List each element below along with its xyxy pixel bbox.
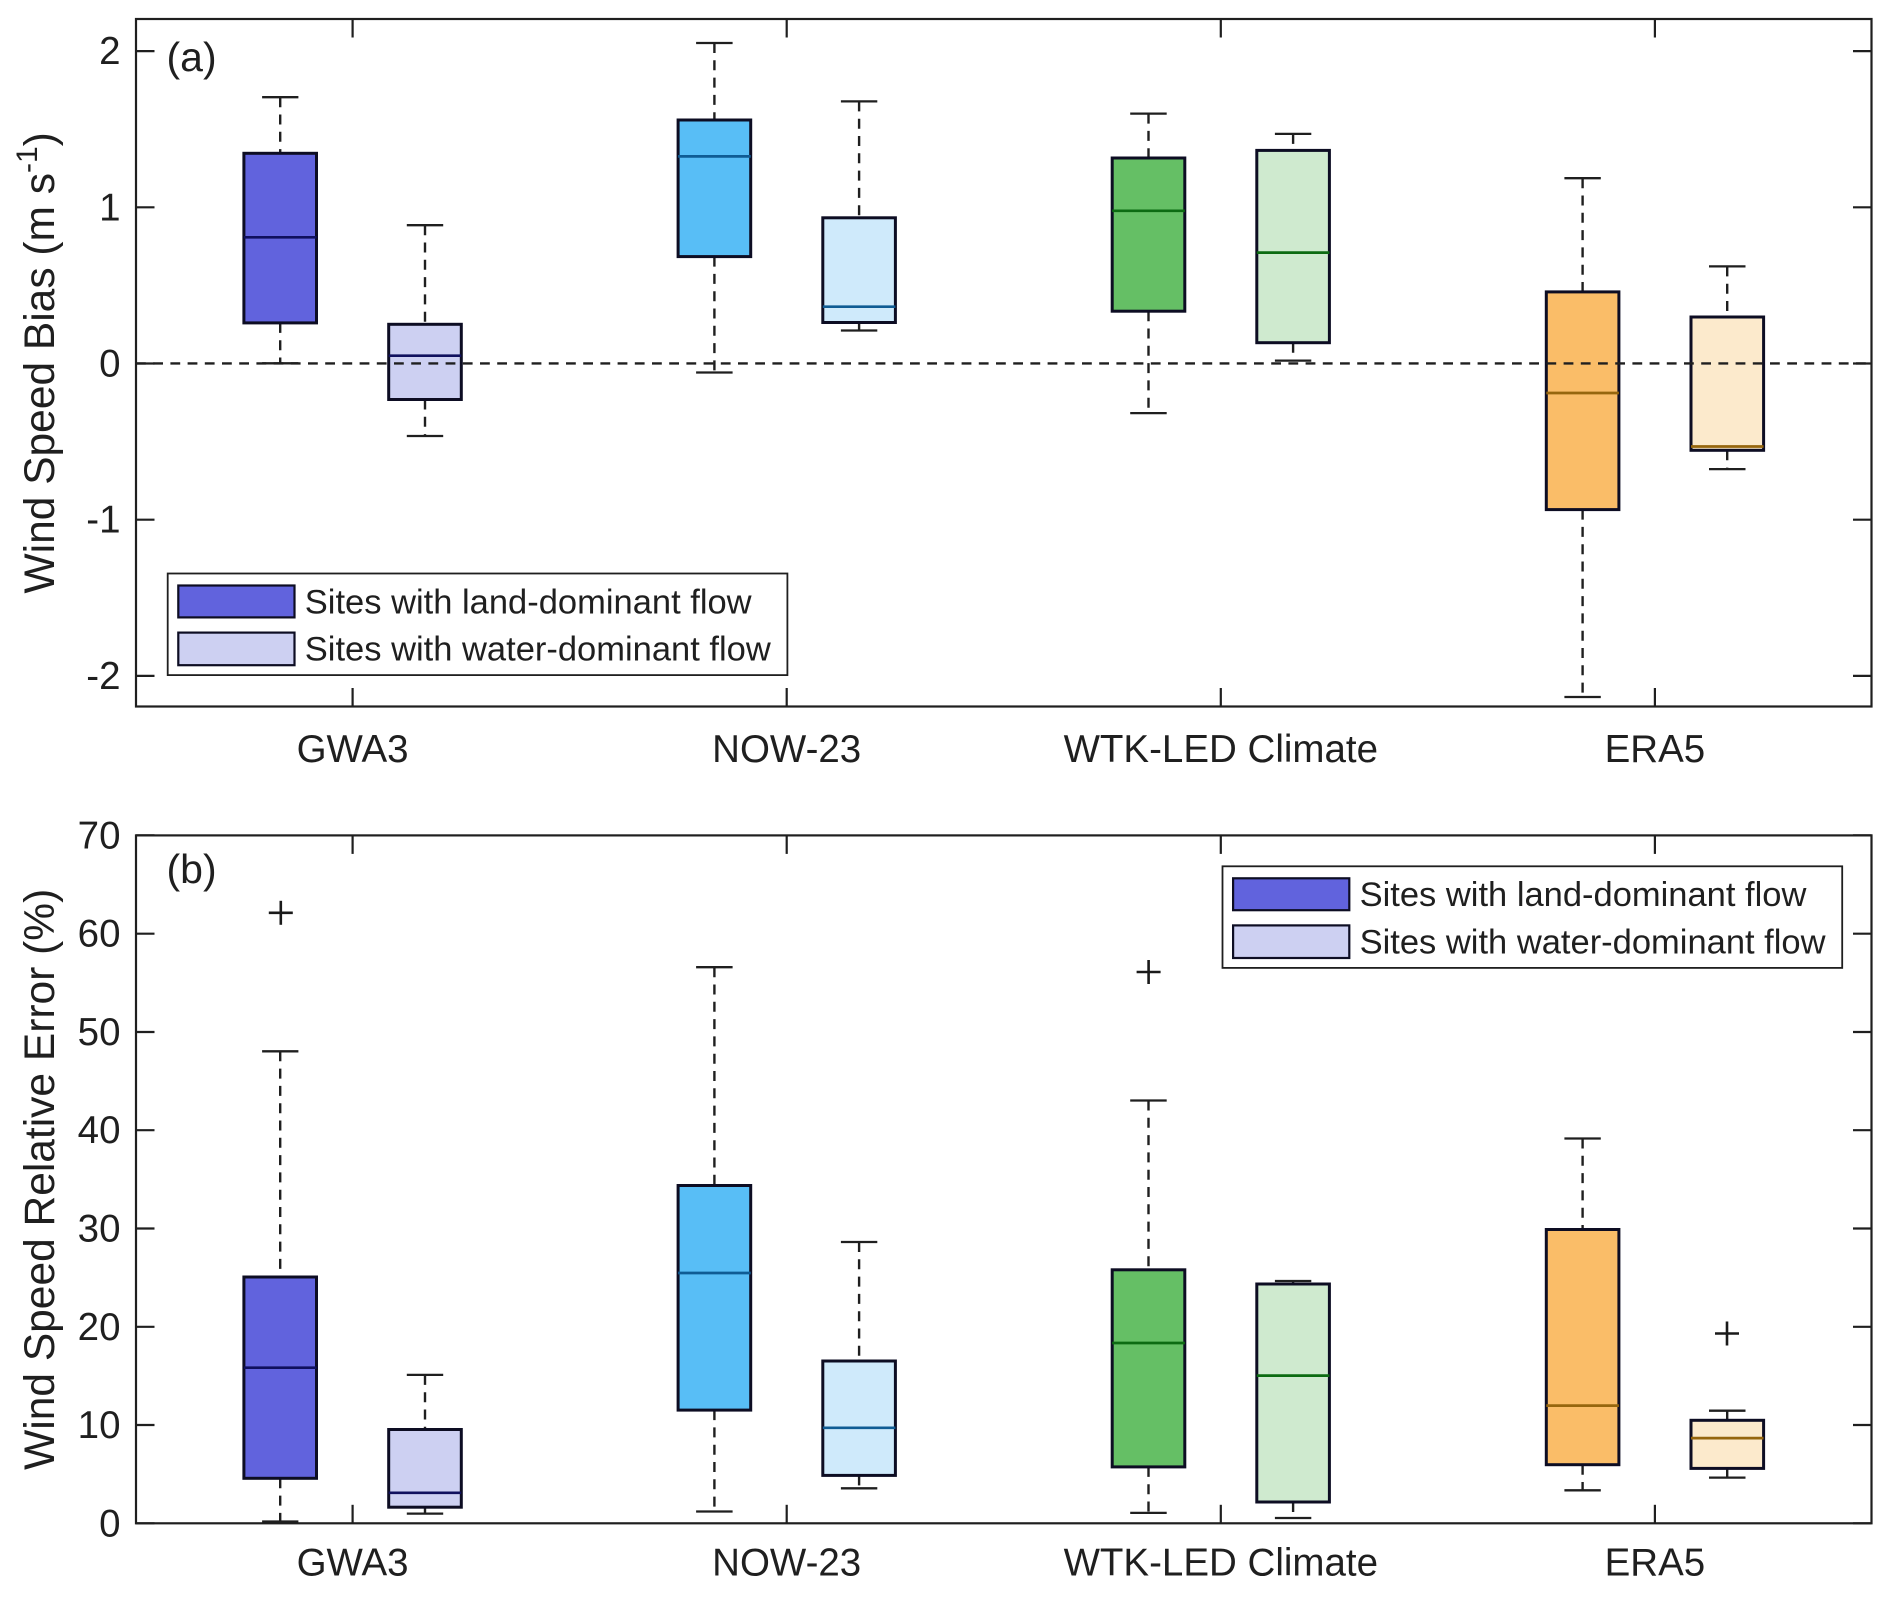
svg-text:2: 2 (99, 30, 120, 73)
svg-text:50: 50 (78, 1011, 121, 1054)
svg-text:NOW-23: NOW-23 (712, 728, 861, 771)
svg-text:0: 0 (99, 1502, 120, 1545)
svg-text:0: 0 (99, 343, 120, 386)
svg-text:Sites with water-dominant flow: Sites with water-dominant flow (305, 631, 771, 669)
svg-text:30: 30 (78, 1208, 121, 1251)
svg-text:Wind Speed Relative Error (%): Wind Speed Relative Error (%) (17, 889, 64, 1470)
svg-text:60: 60 (78, 913, 121, 956)
svg-text:70: 70 (78, 814, 121, 857)
svg-text:GWA3: GWA3 (297, 1542, 409, 1585)
svg-text:10: 10 (78, 1404, 121, 1447)
svg-text:-2: -2 (86, 655, 120, 698)
svg-text:(b): (b) (167, 846, 217, 892)
svg-text:ERA5: ERA5 (1605, 728, 1706, 771)
svg-text:1: 1 (99, 186, 120, 229)
svg-text:-1: -1 (86, 499, 120, 542)
svg-text:Wind Speed Bias (m s-1): Wind Speed Bias (m s-1) (11, 132, 64, 593)
svg-text:20: 20 (78, 1306, 121, 1349)
svg-text:Sites with water-dominant flow: Sites with water-dominant flow (1360, 924, 1826, 962)
svg-text:Sites with land-dominant flow: Sites with land-dominant flow (1360, 876, 1807, 914)
svg-text:Sites with land-dominant flow: Sites with land-dominant flow (305, 584, 752, 622)
svg-text:ERA5: ERA5 (1605, 1542, 1706, 1585)
svg-text:(a): (a) (167, 34, 217, 80)
svg-text:GWA3: GWA3 (297, 728, 409, 771)
svg-text:WTK-LED Climate: WTK-LED Climate (1064, 1542, 1378, 1585)
svg-text:WTK-LED Climate: WTK-LED Climate (1064, 728, 1378, 771)
svg-text:NOW-23: NOW-23 (712, 1542, 861, 1585)
svg-text:40: 40 (78, 1109, 121, 1152)
